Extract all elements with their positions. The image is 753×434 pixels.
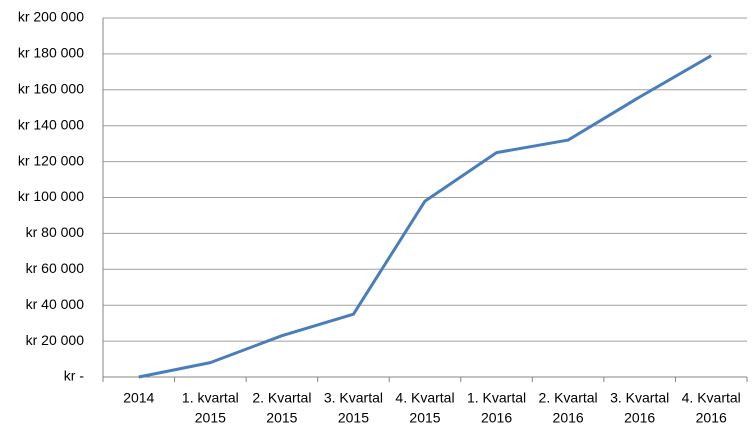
x-tick-label: 1. Kvartal (467, 390, 526, 406)
y-tick-label: kr 160 000 (18, 81, 84, 97)
y-tick-label: kr 200 000 (18, 9, 84, 25)
y-tick-label: kr 40 000 (26, 296, 85, 312)
x-tick-label: 1. kvartal (182, 390, 239, 406)
x-tick-label: 2016 (624, 410, 655, 426)
x-tick-label: 2015 (338, 410, 369, 426)
x-tick-label: 2016 (696, 410, 727, 426)
y-tick-label: kr 60 000 (26, 260, 85, 276)
y-tick-label: kr - (64, 368, 85, 384)
x-tick-label: 2015 (195, 410, 226, 426)
data-line (138, 54, 712, 379)
y-tick-label: kr 80 000 (26, 224, 85, 240)
x-tick-label: 2014 (123, 390, 154, 406)
x-tick-label: 3. Kvartal (610, 390, 669, 406)
x-tick-label: 4. Kvartal (395, 390, 454, 406)
y-tick-label: kr 180 000 (18, 45, 84, 61)
x-tick-label: 3. Kvartal (324, 390, 383, 406)
x-tick-label: 2. Kvartal (539, 390, 598, 406)
y-tick-label: kr 100 000 (18, 188, 84, 204)
y-tick-label: kr 140 000 (18, 116, 84, 132)
x-tick-label: 4. Kvartal (682, 390, 741, 406)
x-tick-label: 2016 (481, 410, 512, 426)
x-tick-label: 2015 (266, 410, 297, 426)
x-tick-label: 2. Kvartal (252, 390, 311, 406)
x-tick-label: 2016 (553, 410, 584, 426)
x-tick-label: 2015 (409, 410, 440, 426)
y-tick-label: kr 120 000 (18, 152, 84, 168)
y-tick-label: kr 20 000 (26, 332, 85, 348)
